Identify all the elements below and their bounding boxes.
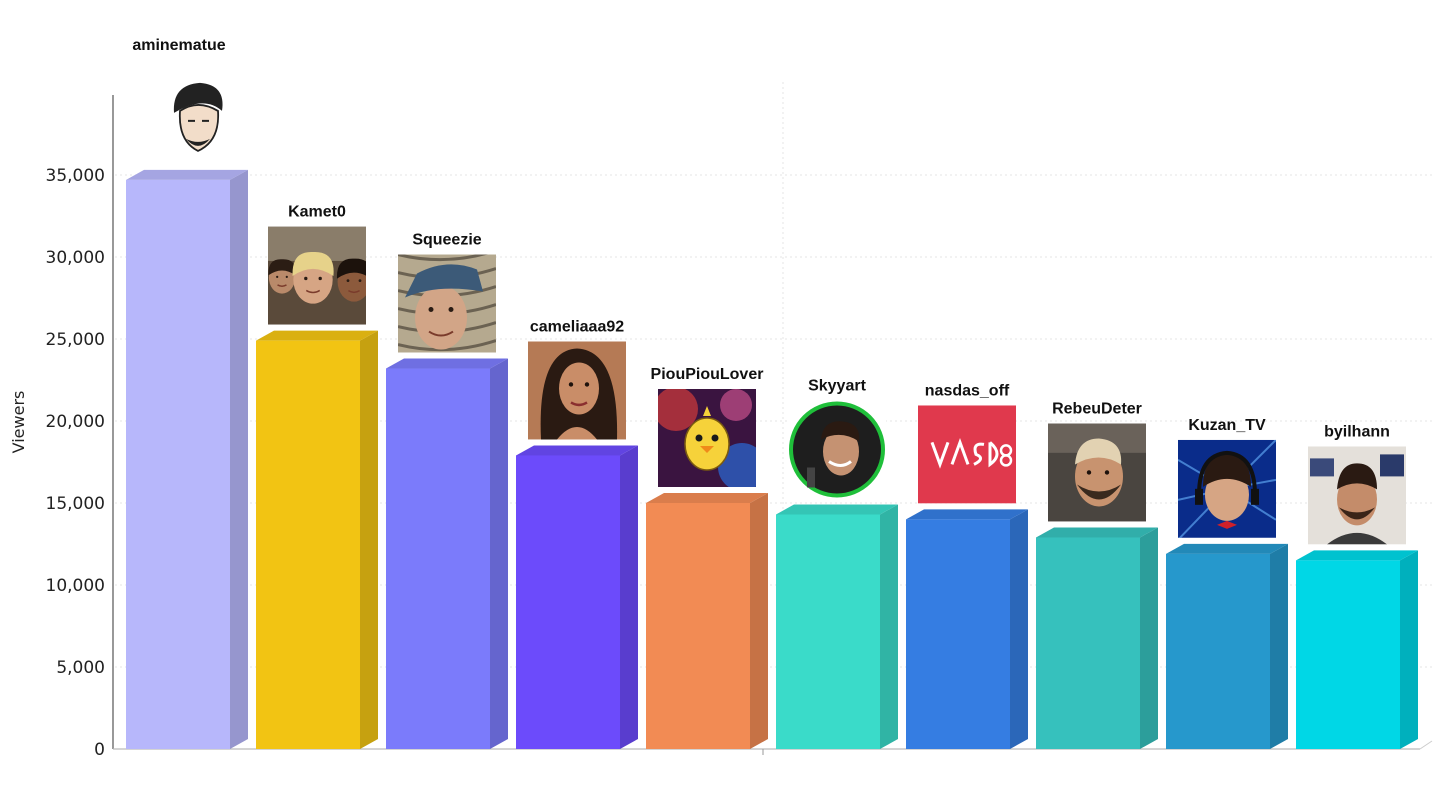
- y-tick-label: 30,000: [46, 248, 105, 268]
- bar-Squeezie: [386, 358, 508, 749]
- streamer-label: cameliaaa92: [530, 318, 624, 335]
- bar-side: [1270, 543, 1288, 749]
- bar: [126, 179, 230, 750]
- bar-side: [1140, 527, 1158, 749]
- bar-Kamet0: [256, 330, 378, 749]
- group-selfie-avatar: [268, 226, 366, 325]
- bar-side: [230, 169, 248, 750]
- bar-aminematue: [126, 169, 248, 750]
- streamer-label: Skyyart: [808, 377, 866, 394]
- man-room-avatar: [1308, 446, 1406, 545]
- bar-side: [1010, 509, 1028, 749]
- streamer-labels: aminematue Kamet0 Squeezie cameliaaa92 PiouP…: [132, 37, 1390, 440]
- bar-side: [620, 445, 638, 749]
- nasdas-red-logo-avatar: [918, 405, 1016, 504]
- bar-Skyyart: [776, 504, 898, 749]
- bar-top: [906, 509, 1028, 520]
- bar-byilhann: [1296, 550, 1418, 749]
- bar-top: [126, 169, 248, 180]
- bar-top: [1296, 550, 1418, 561]
- bar-top: [516, 445, 638, 456]
- bar-side: [750, 493, 768, 749]
- streamer-label: Kamet0: [288, 204, 346, 221]
- bucket-hat-face-avatar: [398, 254, 496, 353]
- streamer-label: RebeuDeter: [1052, 400, 1142, 417]
- yellow-chick-avatar: [658, 389, 756, 487]
- y-tick-label: 20,000: [46, 412, 105, 432]
- bar-PiouPiouLover: [646, 493, 768, 749]
- bar-side: [880, 504, 898, 749]
- y-tick-label: 25,000: [46, 330, 105, 350]
- smiling-man-circle-avatar: [788, 400, 886, 499]
- bar: [646, 503, 750, 749]
- gamer-headset-avatar: [1178, 439, 1276, 538]
- streamer-label: byilhann: [1324, 423, 1390, 440]
- bar: [776, 514, 880, 749]
- bar-side: [360, 330, 378, 749]
- bars: [126, 169, 1418, 750]
- avatars: [166, 73, 1406, 545]
- bar: [1166, 553, 1270, 749]
- bar-top: [1036, 527, 1158, 538]
- bar-nasdas_off: [906, 509, 1028, 749]
- streamer-label: Kuzan_TV: [1188, 417, 1266, 434]
- bar-top: [386, 358, 508, 369]
- bar-cameliaaa92: [516, 445, 638, 749]
- y-tick-label: 5,000: [56, 658, 105, 678]
- streamer-label: nasdas_off: [925, 382, 1010, 399]
- streamer-label: PiouPiouLover: [651, 366, 764, 383]
- streamer-label: aminematue: [132, 37, 225, 54]
- bar: [1036, 537, 1140, 749]
- x-axis-floor-edge: [1419, 740, 1433, 750]
- y-tick-label: 10,000: [46, 576, 105, 596]
- bar: [906, 519, 1010, 749]
- bar-top: [646, 493, 768, 503]
- streamer-label: Squeezie: [412, 232, 481, 249]
- y-tick-label: 35,000: [46, 166, 105, 186]
- bar: [1296, 560, 1400, 749]
- cartoon-face-avatar: [166, 73, 230, 164]
- y-axis-title: Viewers: [9, 391, 28, 454]
- bar-side: [490, 358, 508, 749]
- bar-top: [256, 330, 378, 341]
- bar-side: [1400, 550, 1418, 749]
- bar-RebeuDeter: [1036, 527, 1158, 749]
- bar-top: [1166, 543, 1288, 554]
- bar: [256, 340, 360, 749]
- y-tick-label: 15,000: [46, 494, 105, 514]
- y-tick-label: 0: [94, 740, 105, 760]
- woman-portrait-avatar: [528, 341, 626, 440]
- bar: [386, 368, 490, 749]
- bar-top: [776, 504, 898, 515]
- man-selfie-avatar: [1048, 423, 1146, 522]
- bar-Kuzan_TV: [1166, 543, 1288, 749]
- bar: [516, 455, 620, 749]
